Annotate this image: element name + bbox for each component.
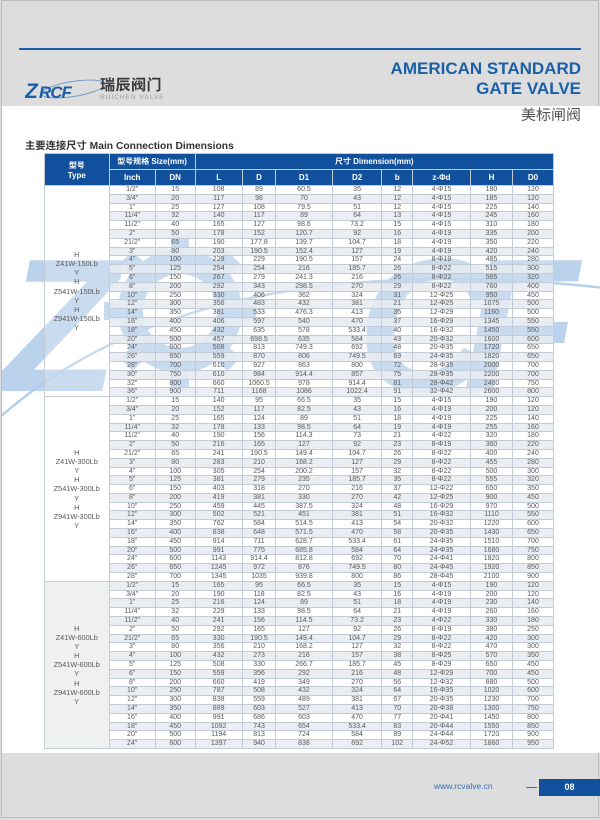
svg-text:Z: Z [25,80,39,103]
svg-text:RCF: RCF [39,83,73,102]
